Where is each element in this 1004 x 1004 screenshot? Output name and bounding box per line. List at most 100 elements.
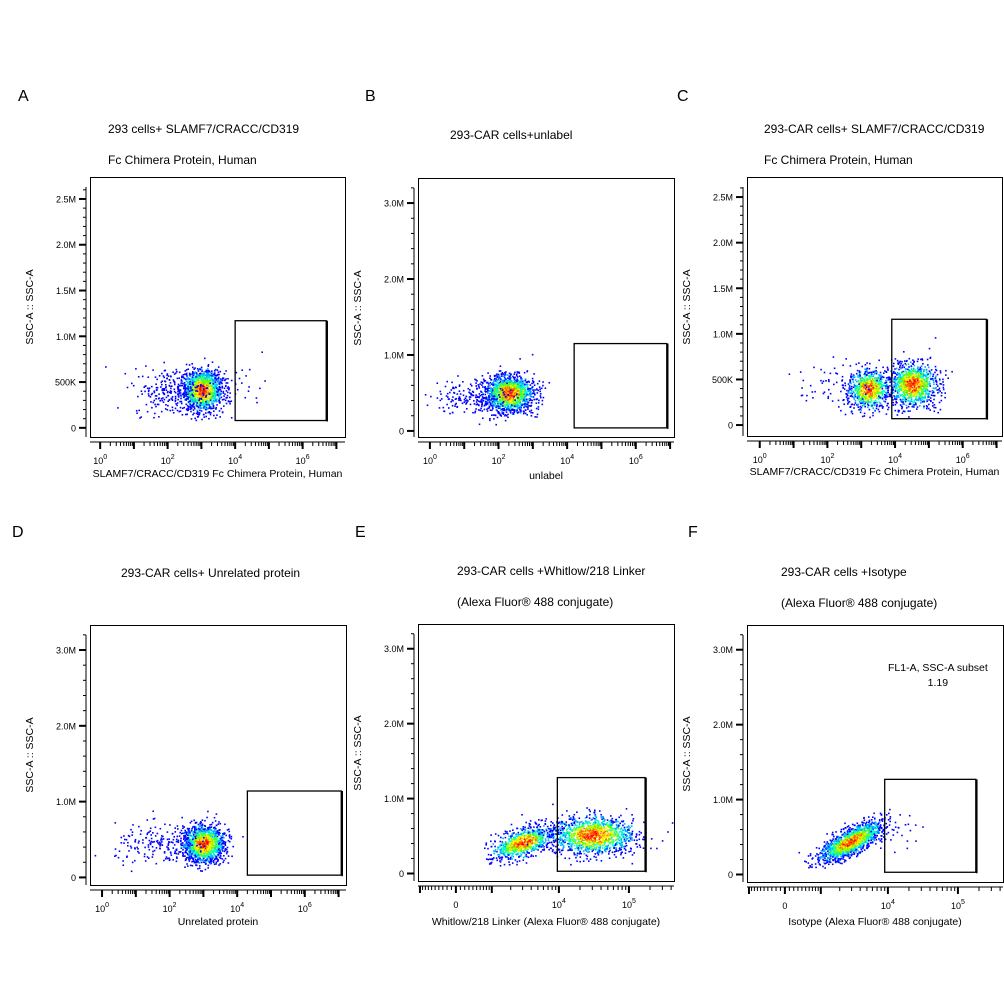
event-dot [503, 392, 506, 395]
event-dot [203, 397, 205, 400]
event-dot [478, 396, 480, 399]
event-dot [493, 391, 496, 393]
event-dot [524, 378, 527, 380]
event-dot [164, 380, 167, 383]
event-dot [184, 390, 186, 392]
event-dot [525, 383, 528, 386]
event-dot [857, 394, 859, 397]
event-dot [864, 393, 866, 396]
event-dot [854, 379, 857, 381]
event-dot [136, 412, 138, 414]
event-dot [481, 401, 483, 403]
event-dot [868, 395, 871, 398]
rectangle-gate[interactable] [234, 320, 327, 422]
event-dot [536, 413, 539, 416]
event-dot [193, 374, 195, 376]
event-dot [215, 382, 217, 385]
event-dot [528, 405, 530, 407]
event-dot [174, 400, 177, 403]
event-dot [858, 400, 861, 403]
event-dot [198, 389, 200, 392]
event-dot [520, 390, 522, 393]
event-dot [536, 416, 538, 418]
event-dot [511, 391, 514, 394]
event-dot [194, 385, 197, 387]
event-dot [493, 378, 495, 381]
event-dot [215, 392, 217, 394]
event-dot [520, 404, 523, 407]
event-dot [230, 379, 233, 382]
event-dot [851, 387, 853, 390]
event-dot [495, 384, 498, 387]
event-dot [219, 370, 222, 373]
event-dot [473, 403, 476, 405]
event-dot [869, 394, 871, 397]
event-dot [483, 404, 486, 407]
event-dot [198, 376, 200, 378]
event-dot [874, 377, 876, 379]
event-dot [892, 401, 895, 404]
event-dot [530, 402, 533, 404]
event-dot [504, 382, 506, 384]
x-tick-label: 104 [228, 454, 242, 466]
event-dot [531, 377, 534, 380]
event-dot [163, 398, 166, 401]
event-dot [905, 360, 908, 362]
event-dot [933, 394, 936, 397]
event-dot [856, 388, 859, 391]
event-dot [154, 403, 156, 406]
event-dot [205, 370, 208, 372]
event-dot [485, 381, 488, 384]
event-dot [903, 351, 905, 353]
event-dot [539, 390, 541, 393]
event-dot [212, 374, 214, 376]
event-dot [468, 398, 471, 400]
event-dot [923, 390, 925, 393]
event-dot [464, 397, 467, 399]
event-dot [215, 385, 217, 388]
event-dot [499, 376, 502, 379]
event-dot [182, 393, 185, 395]
event-dot [525, 392, 528, 394]
event-dot [155, 395, 158, 397]
event-dot [862, 381, 864, 384]
event-dot [508, 381, 511, 383]
events [424, 353, 551, 426]
event-dot [496, 400, 499, 402]
event-dot [189, 386, 192, 388]
event-dot [214, 368, 217, 371]
event-dot [866, 362, 868, 364]
event-dot [187, 392, 190, 394]
event-dot [185, 413, 187, 416]
event-dot [880, 404, 883, 407]
event-dot [500, 405, 502, 407]
event-dot [168, 379, 171, 381]
event-dot [176, 402, 179, 404]
event-dot [168, 384, 171, 387]
event-dot [202, 413, 205, 416]
plot-frame [90, 177, 346, 438]
event-dot [181, 414, 184, 416]
event-dot [876, 401, 878, 404]
event-dot [197, 406, 200, 409]
event-dot [167, 394, 169, 397]
event-dot [476, 387, 478, 390]
event-dot [872, 402, 875, 404]
event-dot [151, 385, 153, 388]
event-dot [487, 399, 489, 401]
event-dot [510, 394, 513, 396]
event-dot [495, 390, 497, 392]
event-dot [463, 398, 466, 401]
event-dot [194, 417, 196, 420]
y-tick-label: 500K [55, 378, 76, 388]
event-dot [447, 396, 449, 398]
event-dot [436, 397, 439, 399]
event-dot [517, 397, 519, 399]
event-dot [899, 366, 901, 369]
rectangle-gate[interactable] [573, 342, 668, 429]
event-dot [856, 380, 858, 383]
event-dot [861, 380, 864, 382]
event-dot [493, 401, 496, 404]
event-dot [454, 403, 457, 406]
event-dot [859, 373, 861, 376]
